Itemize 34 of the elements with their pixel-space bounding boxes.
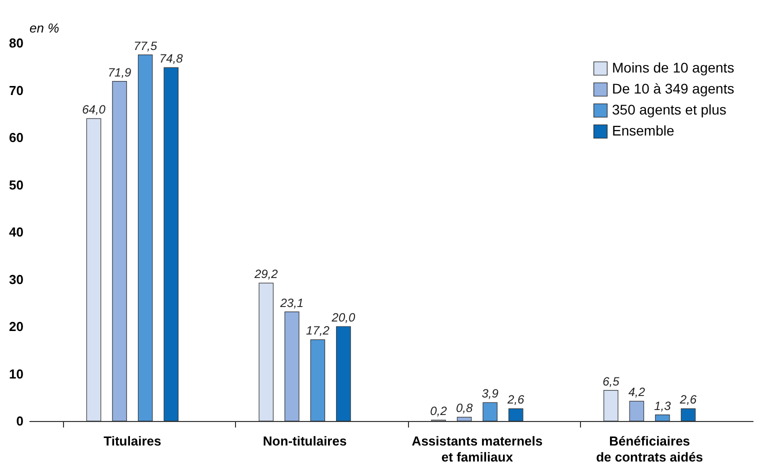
data-label: 17,2: [306, 324, 330, 338]
y-tick-label: 0: [16, 414, 24, 428]
data-label: 2,6: [506, 392, 525, 407]
y-tick-label: 40: [9, 224, 24, 240]
data-label: 23,1: [279, 296, 304, 310]
data-label: 4,2: [628, 385, 646, 400]
x-tick-label: Non-titulaires: [262, 434, 347, 448]
x-tick-label: Bénéficiaires de contrats aidés: [596, 434, 704, 464]
y-axis-title: en %: [30, 20, 60, 36]
data-label: 20,0: [330, 310, 356, 324]
y-tick-label: 10: [9, 366, 24, 382]
y-tick-label: 60: [9, 130, 24, 145]
data-label: 77,5: [134, 38, 158, 53]
data-label: 74,8: [159, 52, 184, 66]
data-label: 0,8: [456, 401, 473, 416]
x-tick-label: Assistants maternels et familiaux: [412, 434, 543, 464]
legend-label: De 10 à 349 agents: [612, 80, 734, 96]
y-tick-label: 20: [9, 319, 24, 334]
y-tick-label: 70: [9, 82, 24, 98]
x-tick-label: Titulaires: [104, 434, 162, 448]
data-label: 2,6: [678, 392, 697, 407]
legend-label: Ensemble: [612, 122, 674, 138]
data-label: 71,9: [108, 65, 132, 80]
y-tick-label: 50: [9, 177, 24, 192]
data-label: 1,3: [654, 398, 672, 413]
legend-label: Moins de 10 agents: [612, 60, 734, 76]
data-label: 3,9: [482, 386, 499, 401]
data-label: 29,2: [253, 267, 278, 282]
y-tick-label: 80: [9, 36, 24, 50]
data-label: 0,2: [430, 404, 448, 418]
y-tick-label: 30: [9, 272, 24, 287]
data-label: 6,5: [602, 374, 620, 388]
legend-label: 350 agents et plus: [612, 102, 726, 118]
data-label: 64,0: [82, 102, 106, 117]
